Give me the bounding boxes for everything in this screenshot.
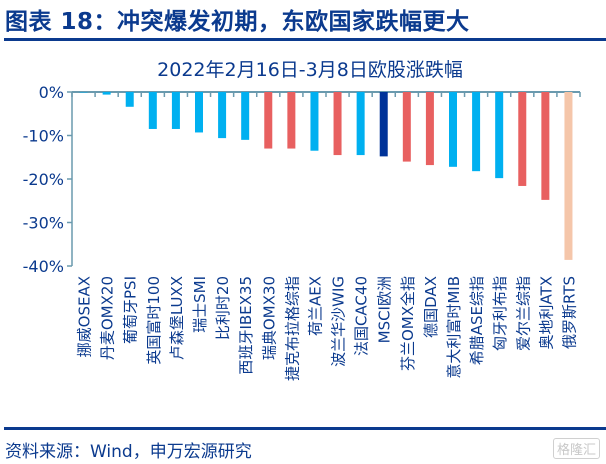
- x-tick-label: 爱尔兰综指: [514, 276, 532, 351]
- bar-10: [310, 92, 319, 151]
- x-tick-label: 希腊ASE综指: [468, 276, 486, 365]
- x-tick-label: 荷兰AEX: [306, 276, 324, 336]
- x-tick-label: 捷克布拉格综指: [283, 276, 301, 381]
- x-tick-label: 卢森堡LUXX: [168, 276, 186, 360]
- bar-21: [564, 92, 573, 260]
- bar-3: [148, 92, 157, 129]
- bar-19: [518, 92, 527, 186]
- y-tick-label: -10%: [23, 127, 64, 146]
- x-tick-label: 瑞典OMX30: [260, 276, 278, 360]
- source-note: 资料来源：Wind，申万宏源研究: [5, 442, 252, 462]
- x-tick-label: 意大利富时MIB: [445, 276, 463, 379]
- bar-1: [102, 92, 111, 95]
- x-tick-label: MSCI欧洲: [376, 276, 394, 343]
- bar-12: [356, 92, 365, 156]
- x-tick-label: 芬兰OMX全指: [399, 276, 417, 371]
- bar-4: [171, 92, 180, 129]
- y-tick-label: -30%: [23, 214, 64, 233]
- x-tick-label: 波兰华沙WIG: [330, 276, 348, 367]
- bar-16: [449, 92, 457, 167]
- bar-chart: 2022年2月16日-3月8日欧股涨跌幅 0%-10%-20%-30%-40% …: [23, 59, 581, 381]
- bar-7: [241, 92, 250, 140]
- title-divider: [4, 38, 606, 41]
- x-tick-label: 英国富时100: [145, 276, 163, 365]
- x-tick-label: 俄罗斯RTS: [560, 276, 578, 349]
- x-tick-label: 挪威OSEAX: [76, 276, 94, 357]
- bar-15: [425, 92, 434, 166]
- chart-title: 2022年2月16日-3月8日欧股涨跌幅: [157, 59, 463, 81]
- x-tick-label: 瑞士SMI: [191, 276, 209, 333]
- watermark-logo: 格隆汇: [552, 438, 600, 459]
- x-tick-label: 德国DAX: [422, 276, 440, 338]
- x-tick-label: 西班牙IBEX35: [237, 276, 255, 375]
- figure-title: 图表 18：冲突爆发初期，东欧国家跌幅更大: [5, 9, 470, 35]
- bar-8: [264, 92, 273, 149]
- y-tick-label: -20%: [23, 170, 64, 189]
- bar-17: [472, 92, 481, 172]
- footer-divider: [4, 427, 606, 430]
- x-tick-label: 匈牙利布指: [491, 276, 509, 351]
- bar-5: [195, 92, 203, 133]
- x-tick-label: 比利时20: [214, 276, 232, 340]
- bar-9: [287, 92, 296, 149]
- x-tick-label: 丹麦OMX20: [99, 276, 117, 360]
- bar-6: [218, 92, 227, 139]
- bar-14: [402, 92, 411, 162]
- x-tick-label: 葡萄牙PSI: [122, 276, 140, 344]
- y-tick-label: 0%: [39, 83, 64, 102]
- bar-11: [333, 92, 342, 156]
- x-tick-label: 奥地利ATX: [537, 276, 555, 350]
- bar-2: [125, 92, 134, 107]
- bar-13: [379, 92, 388, 157]
- bar-20: [541, 92, 550, 200]
- y-tick-label: -40%: [23, 257, 64, 276]
- bar-18: [495, 92, 504, 179]
- x-tick-label: 法国CAC40: [353, 276, 371, 356]
